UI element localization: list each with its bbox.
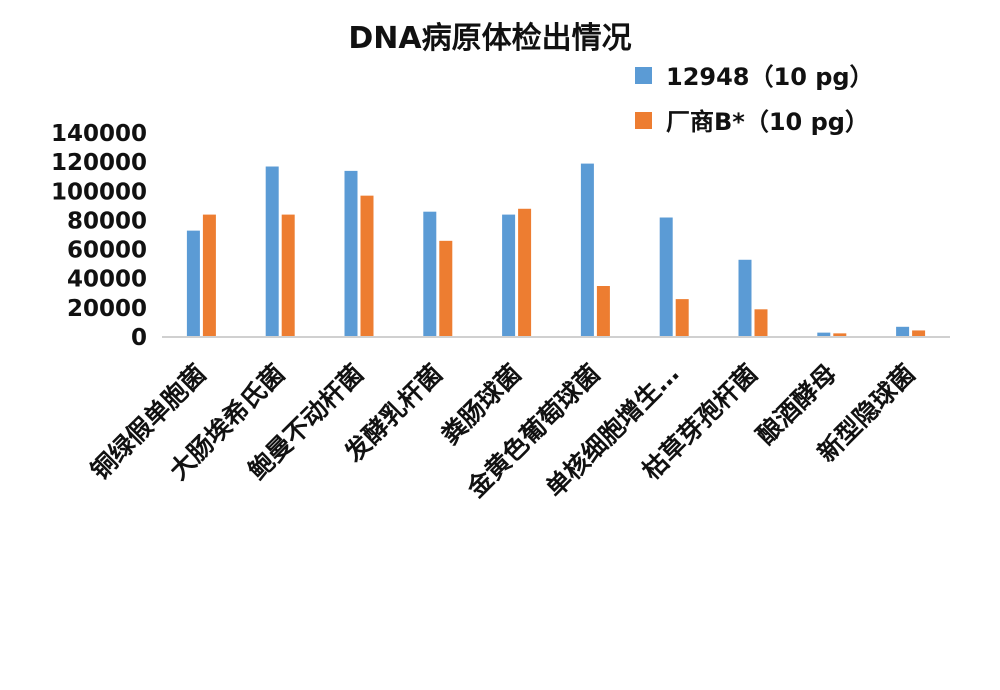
bars (186, 163, 926, 337)
y-axis-labels: 0 20000 40000 60000 80000 100000 120000 140000 (51, 121, 147, 351)
bar-series-1-1 (186, 230, 200, 337)
bar-series-1-6 (580, 163, 594, 337)
bar-series-2-4 (439, 240, 453, 337)
y-tick-label: 20000 (67, 296, 147, 322)
legend: 12948（10 pg） 厂商B*（10 pg） (635, 63, 874, 136)
bar-series-1-3 (344, 170, 358, 337)
bar-series-1-4 (423, 211, 437, 337)
bar-series-1-7 (659, 217, 673, 337)
y-tick-label: 120000 (51, 150, 147, 176)
bar-series-2-7 (675, 299, 689, 337)
bar-series-1-2 (265, 166, 279, 337)
y-tick-label: 80000 (67, 208, 147, 234)
bar-series-2-3 (360, 195, 374, 337)
y-tick-label: 60000 (67, 238, 147, 264)
bar-series-2-10 (912, 330, 926, 337)
bar-series-2-2 (281, 214, 295, 337)
bar-series-2-9 (833, 333, 847, 337)
bar-series-1-10 (896, 326, 910, 337)
bar-series-2-1 (202, 214, 216, 337)
legend-swatch-series-1 (635, 67, 652, 84)
legend-label-series-1: 12948（10 pg） (666, 63, 874, 91)
x-tick-label: 单核细胞增生… (540, 359, 684, 503)
x-tick-label: 金黄色葡萄球菌 (461, 359, 606, 504)
bar-series-1-5 (502, 214, 516, 337)
bar-series-1-9 (817, 332, 831, 337)
bar-series-1-8 (738, 259, 752, 337)
x-axis-labels: 铜绿假单胞菌大肠埃希氏菌鲍曼不动杆菌发酵乳杆菌粪肠球菌金黄色葡萄球菌单核细胞增生… (85, 359, 921, 504)
bar-series-2-6 (596, 286, 610, 337)
chart-title: DNA病原体检出情况 (348, 21, 631, 56)
y-tick-label: 100000 (51, 179, 147, 205)
y-tick-label: 140000 (51, 121, 147, 147)
y-tick-label: 40000 (67, 267, 147, 293)
legend-label-series-2: 厂商B*（10 pg） (666, 108, 869, 136)
bar-series-2-8 (754, 309, 768, 337)
y-tick-label: 0 (131, 325, 147, 351)
bar-series-2-5 (518, 208, 532, 337)
legend-swatch-series-2 (635, 112, 652, 129)
